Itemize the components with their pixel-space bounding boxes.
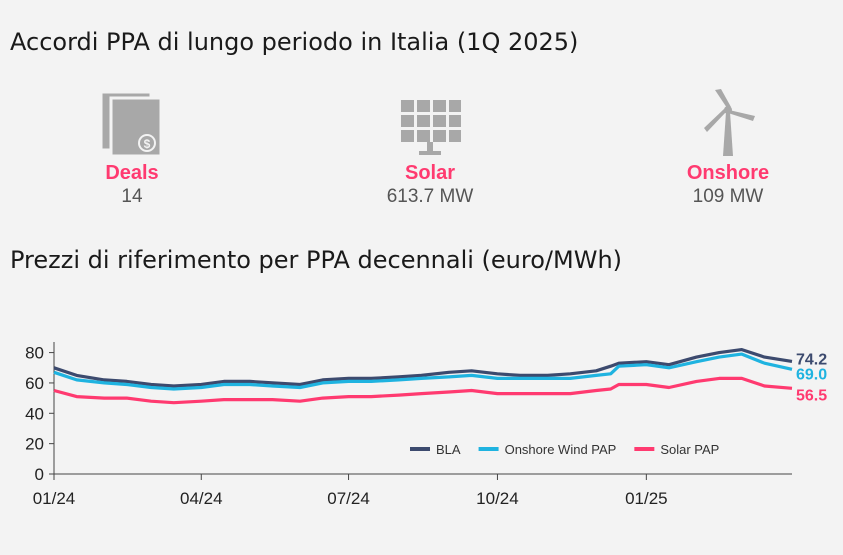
wind-turbine-icon: [628, 86, 828, 158]
series-line-2: [53, 376, 793, 405]
x-tick-label: 07/24: [327, 489, 370, 508]
x-tick-label: 01/24: [33, 489, 76, 508]
x-tick-label: 04/24: [180, 489, 223, 508]
series-line-0: [53, 348, 793, 388]
kpi-onshore-value: 109 MW: [692, 186, 764, 207]
kpi-solar-value: 613.7 MW: [386, 186, 474, 207]
chart-series: [53, 348, 793, 405]
end-label-1: 69.0: [796, 366, 827, 383]
x-tick-label: 01/25: [625, 489, 668, 508]
solar-panel-icon: [330, 86, 530, 158]
chart-axes: 0 20 40 60 80 01/24 04/24 07/24 10/24 01/25: [25, 342, 792, 508]
chart-legend: BLA Onshore Wind PAP Solar PAP: [410, 442, 719, 457]
kpi-onshore-label: Onshore: [686, 162, 770, 184]
legend-label-0: BLA: [436, 442, 461, 457]
y-tick-label: 60: [25, 374, 44, 393]
legend-label-2: Solar PAP: [660, 442, 719, 457]
kpi-solar: Solar 613.7 MW: [330, 86, 530, 208]
chart-title: Prezzi di riferimento per PPA decennali …: [10, 246, 623, 274]
kpi-deals-value: 14: [121, 186, 143, 207]
page-title: Accordi PPA di lungo periodo in Italia (…: [10, 28, 579, 56]
y-tick-label: 80: [25, 344, 44, 363]
end-label-2: 56.5: [796, 387, 827, 404]
kpi-solar-label: Solar: [404, 162, 456, 184]
kpi-deals-label: Deals: [105, 162, 159, 184]
x-tick-label: 10/24: [476, 489, 519, 508]
series-line-1: [53, 352, 793, 391]
y-tick-label: 0: [35, 465, 44, 484]
end-label-0: 74.2: [796, 351, 827, 368]
ppa-price-chart: 0 20 40 60 80 01/24 04/24 07/24 10/24 01/25 74.26…: [25, 342, 827, 508]
kpi-onshore: Onshore 109 MW: [628, 86, 828, 208]
y-tick-label: 40: [25, 404, 44, 423]
legend-label-1: Onshore Wind PAP: [505, 442, 617, 457]
kpi-deals: $ Deals 14: [32, 86, 232, 208]
svg-text:$: $: [144, 137, 151, 151]
y-tick-label: 20: [25, 435, 44, 454]
chart-end-labels: 74.269.0 56.5: [796, 351, 827, 404]
document-money-icon: $: [32, 86, 232, 158]
